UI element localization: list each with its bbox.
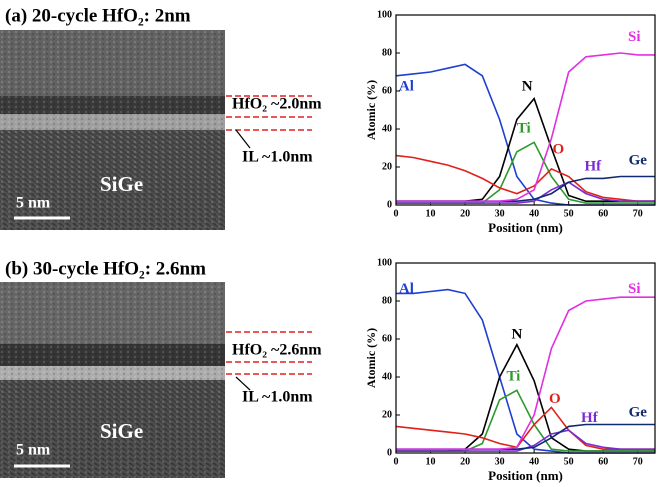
y-tick-label: 80 [382, 295, 392, 306]
legend-label: Ti [517, 120, 531, 136]
legend-label: Al [399, 79, 414, 95]
panel-title: (b) 30-cycle HfO₂: 2.6nm [5, 258, 206, 279]
hfo2-label: HfO₂ ~2.0nm [232, 96, 322, 113]
legend-label: O [549, 391, 561, 407]
y-tick-label: 0 [387, 447, 392, 458]
y-axis-title: Atomic (%) [364, 80, 378, 140]
legend-label: N [511, 327, 522, 343]
series-line [396, 297, 655, 449]
series-line [396, 99, 655, 202]
legend-label: Al [399, 281, 414, 297]
figure: (a) 20-cycle HfO₂: 2nm SiGe 5 nm HfO₂ ~2… [0, 0, 660, 487]
arrow [236, 130, 250, 148]
series-line [396, 290, 655, 453]
y-tick-label: 80 [382, 47, 392, 58]
legend-label: Hf [585, 158, 603, 174]
series-line [396, 407, 655, 449]
x-tick-label: 30 [495, 456, 505, 467]
panel-title: (a) 20-cycle HfO₂: 2nm [5, 5, 191, 26]
scale-label: 5 nm [16, 442, 51, 459]
x-tick-label: 60 [598, 456, 608, 467]
legend-label: O [552, 141, 564, 157]
legend-label: N [522, 79, 533, 95]
legend-label: Si [628, 29, 641, 45]
x-axis-title: Position (nm) [488, 220, 563, 235]
x-tick-label: 10 [426, 208, 436, 219]
il-label: IL ~1.0nm [242, 149, 313, 166]
il-label: IL ~1.0nm [242, 389, 313, 406]
legend-label: Ti [506, 368, 520, 384]
x-axis-title: Position (nm) [488, 468, 563, 483]
y-tick-label: 40 [382, 371, 392, 382]
x-tick-label: 60 [598, 208, 608, 219]
y-tick-label: 20 [382, 409, 392, 420]
y-tick-label: 60 [382, 333, 392, 344]
legend-label: Ge [629, 153, 648, 169]
y-tick-label: 100 [377, 9, 392, 20]
x-tick-label: 20 [460, 456, 470, 467]
substrate-label: SiGe [100, 172, 143, 196]
x-tick-label: 40 [529, 208, 539, 219]
x-tick-label: 20 [460, 208, 470, 219]
x-tick-label: 70 [633, 208, 643, 219]
scale-label: 5 nm [16, 195, 51, 212]
x-tick-label: 50 [564, 208, 574, 219]
x-tick-label: 50 [564, 456, 574, 467]
legend-label: Ge [629, 405, 648, 421]
y-tick-label: 0 [387, 199, 392, 210]
substrate-label: SiGe [100, 419, 143, 443]
x-tick-label: 10 [426, 456, 436, 467]
x-tick-label: 0 [394, 208, 399, 219]
x-tick-label: 70 [633, 456, 643, 467]
y-tick-label: 100 [377, 257, 392, 268]
y-tick-label: 60 [382, 85, 392, 96]
hfo2-label: HfO₂ ~2.6nm [232, 342, 322, 359]
y-tick-label: 40 [382, 123, 392, 134]
y-tick-label: 20 [382, 161, 392, 172]
x-tick-label: 0 [394, 456, 399, 467]
x-tick-label: 40 [529, 456, 539, 467]
legend-label: Si [628, 281, 641, 297]
x-tick-label: 30 [495, 208, 505, 219]
y-axis-title: Atomic (%) [364, 328, 378, 388]
